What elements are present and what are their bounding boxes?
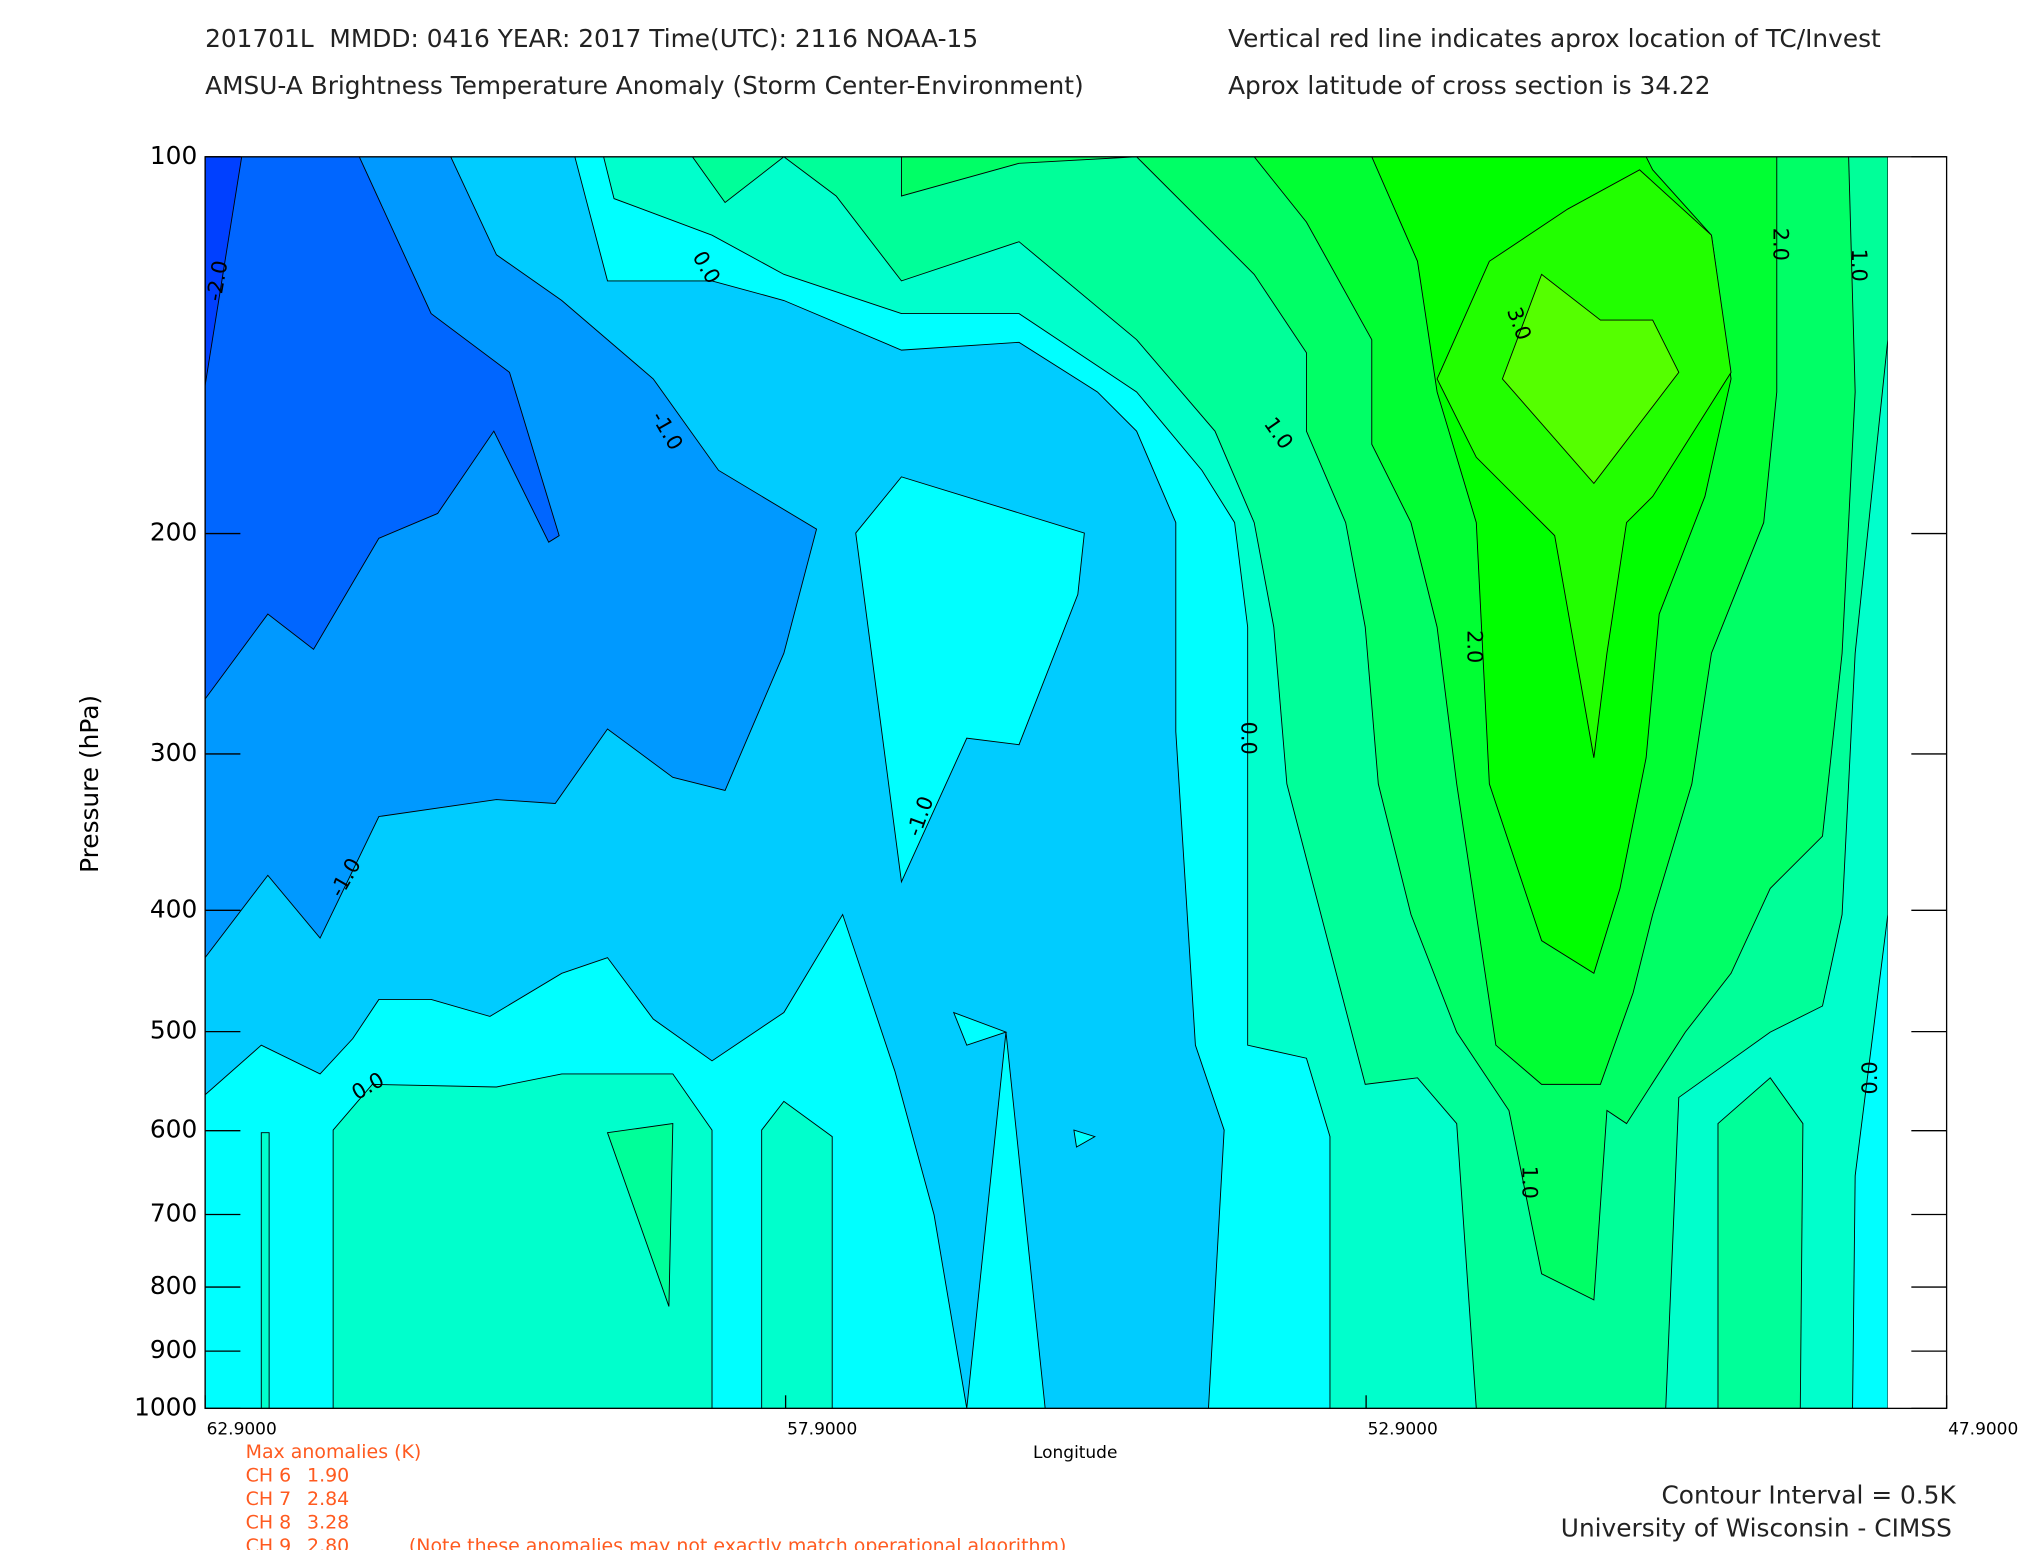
x-tick-label: 52.9000 (1368, 1419, 1438, 1439)
anomaly-channel: CH 7 (246, 1488, 292, 1510)
anomaly-value: 1.90 (307, 1465, 349, 1487)
contour-fill (1717, 1077, 1804, 1409)
contour-label: 0.0 (1237, 722, 1261, 755)
contour-fill (1501, 273, 1680, 485)
contour-fill (900, 156, 1137, 197)
contour-label: 0.0 (1858, 1061, 1882, 1094)
anomaly-note: (Note these anomalies may not exactly ma… (409, 1535, 1066, 1550)
x-tick-label: 62.9000 (207, 1419, 277, 1439)
contour-fill (761, 1100, 833, 1409)
plot-frame (204, 156, 1948, 1410)
anomaly-channel: CH 9 (246, 1535, 292, 1550)
chart-title: 201701L MMDD: 0416 YEAR: 2017 Time(UTC):… (205, 24, 978, 53)
anomaly-channel: CH 8 (246, 1512, 292, 1534)
x-axis-label: Longitude (1033, 1443, 1117, 1463)
y-tick-label: 900 (150, 1335, 197, 1364)
contour-fill (1073, 1129, 1096, 1148)
contour-fill (205, 156, 560, 700)
chart-subtitle: AMSU-A Brightness Temperature Anomaly (S… (205, 71, 1084, 100)
contour-fill (205, 156, 243, 386)
y-tick-label: 500 (150, 1016, 197, 1045)
y-tick-label: 300 (150, 738, 197, 767)
x-tick-label: 47.9000 (1948, 1419, 2018, 1439)
y-tick-label: 800 (150, 1271, 197, 1300)
y-tick-label: 100 (150, 141, 197, 170)
x-tick-label: 57.9000 (787, 1419, 857, 1439)
anomaly-channel: CH 6 (246, 1465, 292, 1487)
contour-fill (855, 476, 1085, 884)
anomaly-value: 2.80 (307, 1535, 349, 1550)
y-tick-label: 700 (150, 1198, 197, 1227)
contour-label: 1.0 (1518, 1166, 1542, 1199)
contour-label: 2.0 (1768, 228, 1792, 261)
contour-field (205, 156, 1888, 1409)
note: Vertical red line indicates aprox locati… (1228, 24, 1881, 53)
footer: University of Wisconsin - CIMSS (1561, 1513, 1952, 1542)
contour-label: 1.0 (1847, 249, 1871, 282)
anomaly-title: Max anomalies (K) (246, 1441, 422, 1463)
y-tick-label: 600 (150, 1115, 197, 1144)
contour-fill (691, 156, 785, 204)
y-tick-label: 400 (150, 894, 197, 923)
anomaly-value: 2.84 (307, 1488, 349, 1510)
anomaly-value: 3.28 (307, 1512, 349, 1534)
y-tick-label: 200 (150, 518, 197, 547)
contour-label: 2.0 (1463, 630, 1487, 663)
note: Aprox latitude of cross section is 34.22 (1228, 71, 1710, 100)
contour-fill (260, 1132, 270, 1409)
contour-fill (606, 1123, 674, 1307)
footer: Contour Interval = 0.5K (1661, 1481, 1956, 1510)
y-tick-label: 1000 (134, 1392, 197, 1421)
y-axis-label: Pressure (hPa) (75, 695, 104, 873)
contour-fill (952, 1011, 1008, 1046)
